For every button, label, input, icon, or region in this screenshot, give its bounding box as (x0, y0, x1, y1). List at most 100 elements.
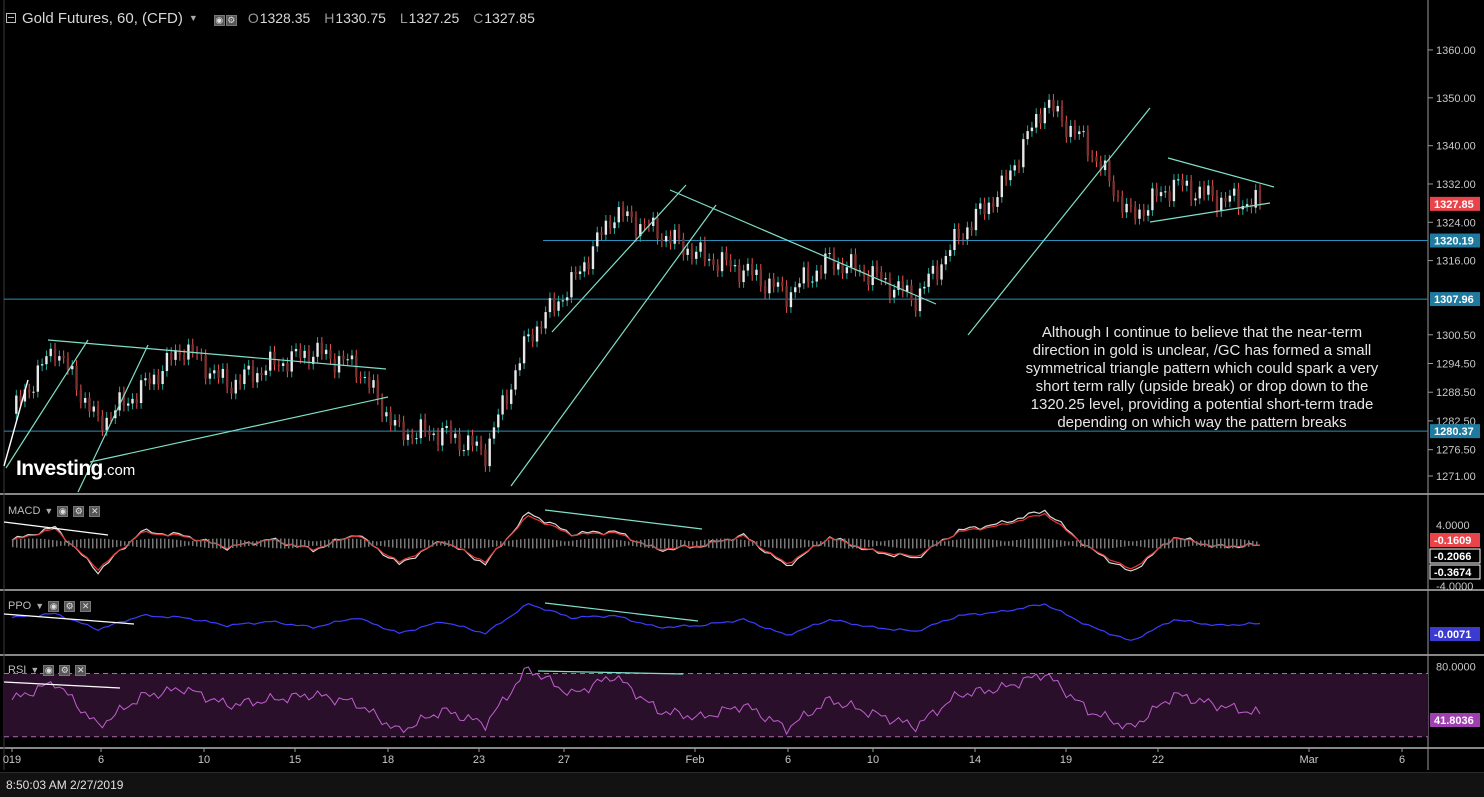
ppo-divergence-line (3, 613, 135, 625)
candle-body (346, 359, 349, 361)
macd-histogram-bar (68, 540, 70, 547)
macd-histogram-bar (312, 541, 314, 546)
chevron-down-icon[interactable]: ▼ (188, 13, 198, 23)
macd-histogram-bar (1228, 538, 1230, 549)
macd-histogram-bar (152, 538, 154, 549)
macd-histogram-bar (296, 539, 298, 548)
time-tick-label: 6 (1399, 754, 1405, 766)
candle-body (1220, 197, 1223, 212)
macd-histogram-bar (536, 538, 538, 549)
settings-icon[interactable]: ⚙ (59, 664, 71, 676)
settings-icon[interactable]: ⚙ (64, 600, 76, 612)
rsi-pane-label: RSI ▼ ◉ ⚙ ✕ (8, 664, 87, 676)
candle-body (135, 398, 138, 404)
macd-histogram-bar (416, 538, 418, 549)
macd-histogram-bar (636, 540, 638, 547)
macd-histogram-bar (1160, 538, 1162, 549)
macd-value-tag: -0.2066 (1434, 551, 1471, 563)
candle-body (1258, 189, 1262, 204)
macd-histogram-bar (320, 540, 322, 547)
macd-histogram-bar (36, 538, 38, 549)
macd-histogram-bar (284, 538, 286, 549)
candle-body (901, 281, 905, 292)
candle-body (342, 356, 345, 360)
candle-body (75, 365, 78, 391)
macd-histogram-bar (132, 540, 134, 547)
chevron-down-icon[interactable]: ▼ (30, 665, 40, 675)
candle-body (1026, 131, 1029, 140)
candle-body (333, 358, 336, 373)
chevron-down-icon[interactable]: ▼ (44, 506, 54, 516)
macd-histogram-bar (464, 538, 466, 549)
macd-histogram-bar (348, 538, 350, 549)
macd-histogram-bar (1064, 540, 1066, 547)
candle-body (488, 438, 491, 467)
ppo-line (11, 603, 1261, 641)
macd-histogram-bar (148, 538, 150, 549)
settings-icon[interactable]: ⚙ (73, 505, 85, 517)
macd-histogram-bar (716, 538, 718, 549)
candle-body (613, 222, 616, 229)
candle-body (755, 269, 758, 276)
candle-body (1142, 209, 1146, 216)
trendline (5, 339, 89, 469)
collapse-icon[interactable] (6, 13, 16, 23)
settings-icon[interactable]: ⚙ (225, 14, 237, 26)
candle-body (182, 354, 186, 360)
candle-body (269, 351, 272, 371)
macd-histogram-bar (608, 538, 610, 549)
eye-icon[interactable]: ◉ (213, 14, 225, 26)
macd-histogram-bar (164, 538, 166, 549)
eye-icon[interactable]: ◉ (48, 600, 60, 612)
macd-histogram-bar (1180, 539, 1182, 548)
macd-histogram-bar (844, 538, 846, 549)
macd-histogram-bar (908, 538, 910, 549)
macd-histogram-bar (1108, 538, 1110, 549)
candle-body (927, 273, 930, 287)
time-tick-label: 27 (558, 754, 570, 766)
candle-body (45, 356, 48, 365)
close-icon[interactable]: ✕ (89, 505, 101, 517)
macd-histogram-bar (680, 539, 682, 548)
macd-histogram-bar (128, 541, 130, 546)
candle-body (621, 207, 625, 217)
macd-histogram-bar (628, 541, 630, 546)
macd-histogram-bar (304, 540, 306, 547)
eye-icon[interactable]: ◉ (43, 664, 55, 676)
macd-label[interactable]: MACD (8, 505, 41, 517)
macd-histogram-bar (1084, 539, 1086, 548)
close-icon[interactable]: ✕ (75, 664, 87, 676)
price-tick-label: 1300.50 (1436, 330, 1476, 342)
macd-histogram-bar (520, 539, 522, 548)
candle-body (905, 285, 909, 292)
macd-histogram-bar (160, 538, 162, 549)
macd-histogram-bar (80, 539, 82, 548)
candle-body (174, 350, 177, 360)
candle-body (281, 363, 285, 366)
time-tick-label: 22 (1152, 754, 1164, 766)
annotation-text[interactable]: Although I continue to believe that the … (1025, 324, 1379, 431)
macd-histogram-bar (260, 540, 262, 547)
macd-histogram-bar (172, 539, 174, 548)
chevron-down-icon[interactable]: ▼ (35, 601, 45, 611)
macd-histogram-bar (300, 539, 302, 548)
candle-body (798, 283, 801, 288)
candle-body (587, 262, 590, 269)
macd-histogram-bar (440, 541, 442, 546)
candle-body (634, 217, 638, 237)
candle-body (837, 263, 840, 270)
symbol-title[interactable]: Gold Futures, 60, (CFD) (22, 9, 183, 27)
close-icon[interactable]: ✕ (80, 600, 92, 612)
macd-histogram-bar (580, 539, 582, 548)
macd-histogram-bar (396, 539, 398, 548)
candle-body (815, 270, 818, 282)
macd-histogram-bar (712, 538, 714, 549)
macd-histogram-bar (364, 539, 366, 548)
macd-histogram-bar (272, 538, 274, 549)
rsi-label[interactable]: RSI (8, 664, 27, 676)
macd-histogram-bar (40, 538, 42, 549)
macd-histogram-bar (1020, 539, 1022, 548)
ppo-label[interactable]: PPO (8, 600, 32, 612)
eye-icon[interactable]: ◉ (57, 505, 69, 517)
